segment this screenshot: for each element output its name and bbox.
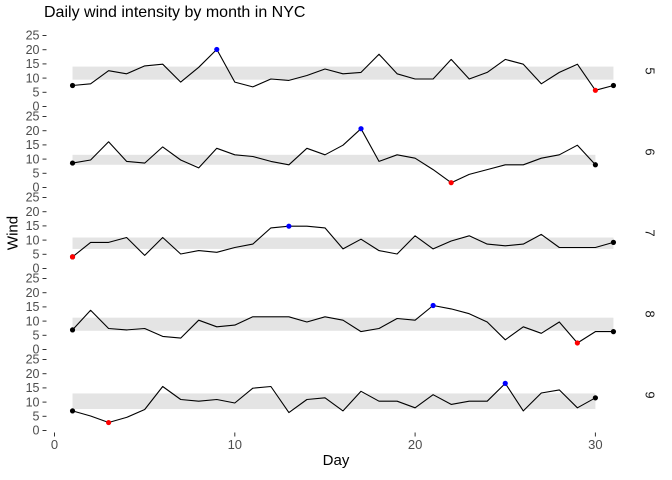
- facet-strip-label: 7: [642, 229, 657, 236]
- facet-9-iqr-band: [72, 393, 596, 410]
- y-tick-label: 25: [26, 110, 40, 124]
- facet-5-max-point: [214, 46, 220, 53]
- y-tick-label: 10: [26, 233, 40, 247]
- facet-8-iqr-band: [72, 317, 614, 331]
- y-axis-title: Wind: [4, 215, 22, 251]
- y-tick-label: 5: [33, 86, 40, 100]
- facet-5-wind-line: [72, 48, 614, 91]
- x-tick-label: 0: [51, 437, 58, 452]
- facet-5-start-point: [69, 82, 76, 89]
- facet-7-max-point: [286, 223, 292, 229]
- y-tick-label: 0: [33, 181, 40, 195]
- facet-strip-label: 9: [642, 391, 657, 398]
- facet-6-iqr-band: [72, 154, 596, 165]
- y-tick-label: 10: [26, 395, 40, 409]
- facet-8-start-point: [69, 327, 76, 333]
- facet-9-end-point: [592, 395, 599, 401]
- facet-strip-label: 5: [642, 67, 657, 74]
- y-tick-label: 15: [26, 219, 40, 233]
- y-tick-label: 0: [33, 424, 40, 438]
- y-tick-label: 15: [26, 138, 40, 152]
- facet-8-wind-line: [72, 304, 614, 344]
- facet-5-iqr-band: [72, 66, 614, 80]
- y-tick-label: 10: [26, 152, 40, 166]
- y-tick-label: 20: [26, 367, 40, 381]
- y-tick-label: 25: [26, 191, 40, 205]
- facet-7-min-point: [69, 254, 76, 260]
- x-axis-title: Day: [322, 452, 350, 469]
- y-tick-label: 0: [33, 262, 40, 276]
- y-tick-label: 15: [26, 300, 40, 314]
- facet-5-end-point: [610, 82, 617, 89]
- facet-5-min-point: [592, 87, 599, 93]
- y-tick-label: 15: [26, 381, 40, 395]
- x-tick-label: 30: [588, 437, 602, 452]
- facet-6-start-point: [69, 160, 76, 166]
- facet-9-start-point: [69, 408, 76, 414]
- y-tick-label: 20: [26, 205, 40, 219]
- y-tick-label: 25: [26, 272, 40, 286]
- facet-8-min-point: [574, 340, 580, 346]
- facet-9-wind-line: [72, 382, 596, 424]
- y-tick-label: 5: [33, 329, 40, 343]
- y-tick-label: 20: [26, 43, 40, 57]
- facet-7-wind-line: [72, 225, 614, 258]
- y-tick-label: 25: [26, 29, 40, 43]
- y-tick-label: 5: [33, 410, 40, 424]
- facet-strip-label: 6: [642, 148, 657, 155]
- x-tick-label: 20: [408, 437, 422, 452]
- facet-9-min-point: [105, 419, 112, 426]
- facet-6-min-point: [448, 180, 454, 186]
- facet-8-max-point: [430, 302, 436, 309]
- facet-8-end-point: [610, 329, 617, 335]
- facet-6-max-point: [358, 126, 364, 132]
- x-tick-label: 10: [228, 437, 242, 452]
- facet-6-end-point: [592, 162, 599, 168]
- y-tick-label: 25: [26, 353, 40, 367]
- facet-strip-label: 8: [642, 310, 657, 317]
- y-tick-label: 20: [26, 124, 40, 138]
- chart-title: Daily wind intensity by month in NYC: [44, 4, 306, 21]
- facet-7-end-point: [610, 239, 617, 245]
- facet-9-max-point: [502, 380, 508, 386]
- facet-6-wind-line: [72, 128, 596, 184]
- y-tick-label: 15: [26, 57, 40, 71]
- y-tick-label: 20: [26, 286, 40, 300]
- y-tick-label: 0: [33, 343, 40, 357]
- y-tick-label: 10: [26, 314, 40, 328]
- y-tick-label: 5: [33, 167, 40, 181]
- facet-7-iqr-band: [72, 237, 614, 249]
- y-tick-label: 0: [33, 100, 40, 114]
- y-tick-label: 5: [33, 248, 40, 262]
- y-tick-label: 10: [26, 71, 40, 85]
